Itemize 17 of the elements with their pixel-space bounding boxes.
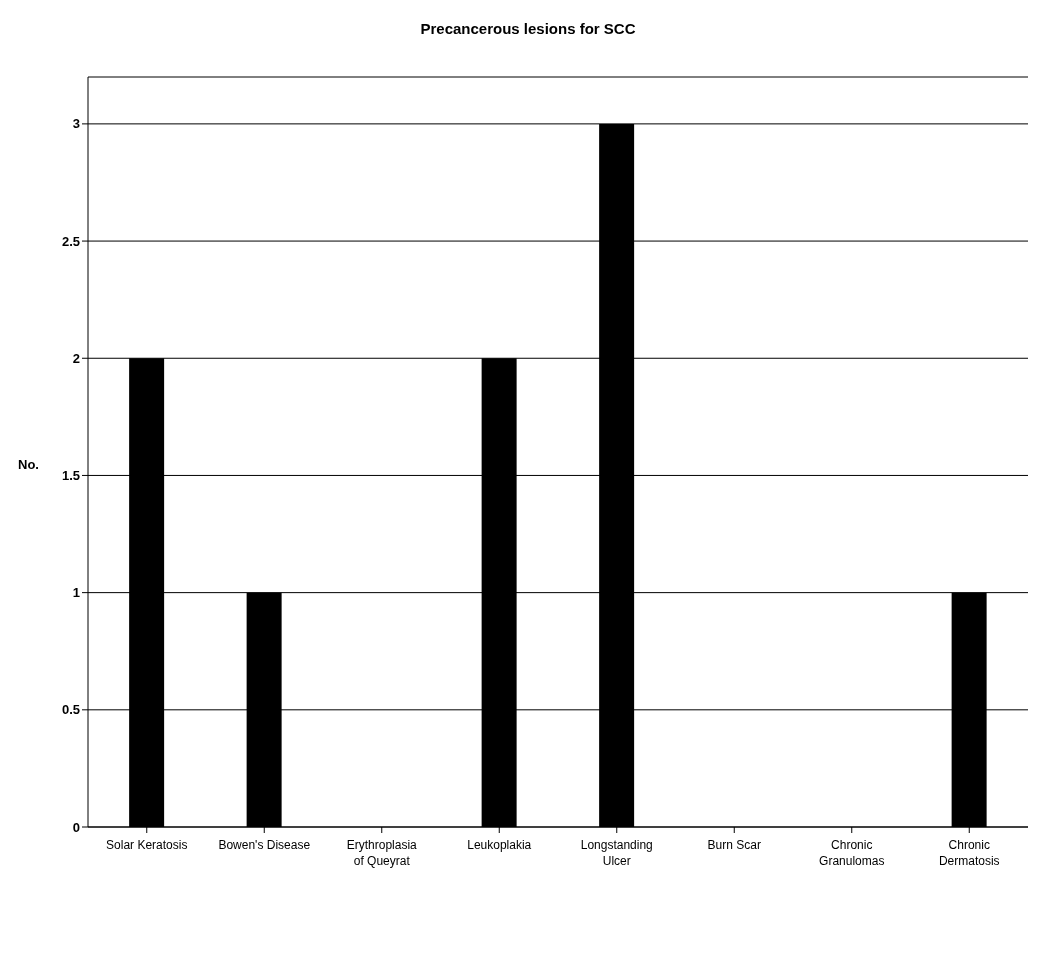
x-tick-label: Bowen's Disease <box>218 838 311 852</box>
y-tick-label: 0.5 <box>61 702 80 718</box>
x-tick-label: Chronic Granulomas <box>819 838 885 868</box>
x-tick-label: Chronic Dermatosis <box>938 838 1000 868</box>
y-tick-label: 3 <box>72 116 80 132</box>
y-tick-label: 1.5 <box>61 468 80 484</box>
x-tick-label: Longstanding Ulcer <box>580 838 653 868</box>
x-tick-label: Leukoplakia <box>467 838 532 852</box>
x-tick-label: Burn Scar <box>707 838 761 852</box>
y-tick-label: 1 <box>72 585 80 601</box>
chart-title: Precancerous lesions for SCC <box>419 20 637 37</box>
y-axis-title: No. <box>18 457 39 472</box>
y-tick-label: 2.5 <box>61 233 80 249</box>
y-tick-label: 0 <box>72 819 80 835</box>
x-tick-label: Solar Keratosis <box>106 838 188 852</box>
x-tick-label: Erythroplasia of Queyrat <box>346 838 418 868</box>
y-tick-label: 2 <box>72 350 80 366</box>
